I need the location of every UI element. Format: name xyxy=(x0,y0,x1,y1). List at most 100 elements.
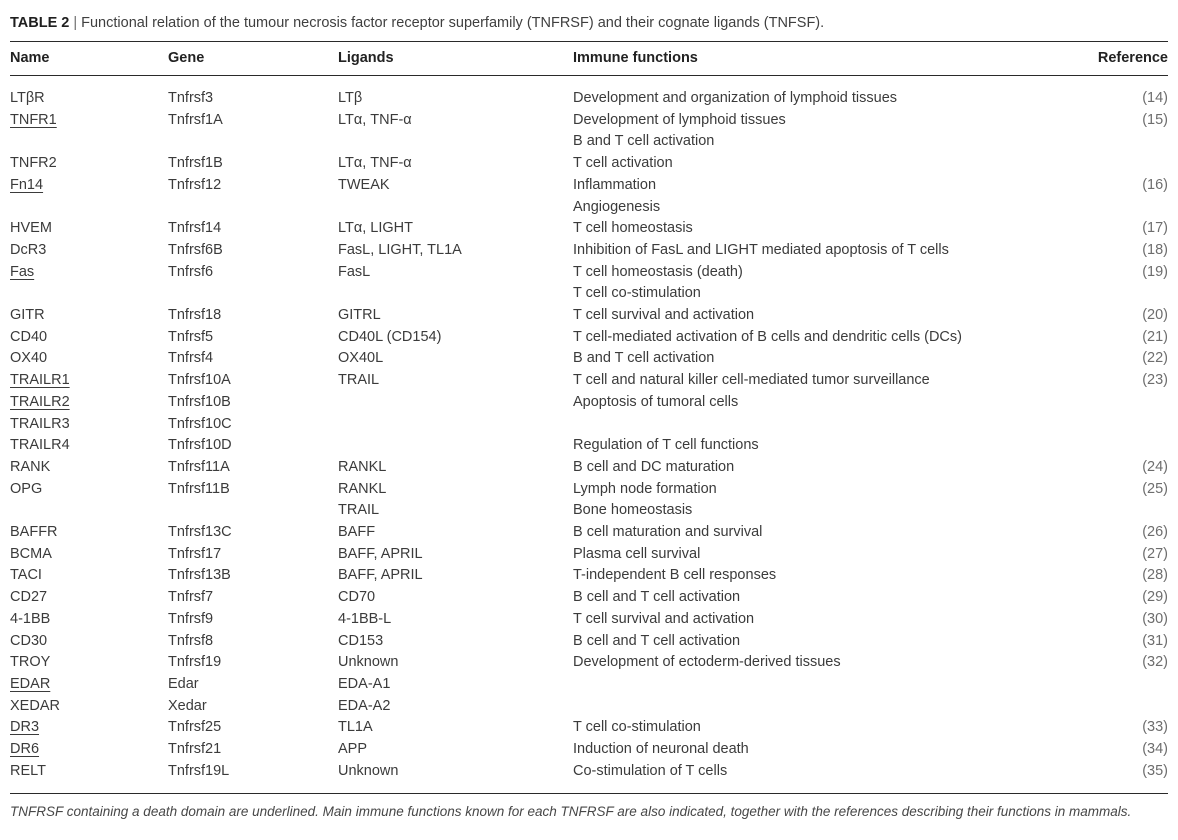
cell-reference: (20) xyxy=(1142,307,1168,324)
cell-reference: (16) xyxy=(1142,176,1168,193)
header-row: Name Gene Ligands Immune functions Refer… xyxy=(10,41,1168,76)
cell-gene: Tnfrsf19L xyxy=(168,762,230,779)
cell-gene: Tnfrsf11A xyxy=(168,458,230,475)
cell-gene: Tnfrsf6B xyxy=(168,241,223,258)
table-row: LTβR Tnfrsf3 LTβ Development and organizati… xyxy=(10,76,1168,110)
cell-name xyxy=(10,197,168,219)
cell-reference xyxy=(1088,414,1168,436)
cell-immune-functions: Inhibition of FasL and LIGHT mediated ap… xyxy=(573,241,949,258)
cell-reference: (21) xyxy=(1142,328,1168,345)
cell-name: HVEM xyxy=(10,220,52,237)
cell-immune-functions: T cell survival and activation xyxy=(573,610,755,627)
cell-ligands: TRAIL xyxy=(338,372,380,389)
cell-ligands: FasL xyxy=(338,263,371,280)
cell-name: TNFR2 xyxy=(10,155,57,172)
cell-ligands: CD153 xyxy=(338,632,384,649)
cell-immune-functions: T cell homeostasis xyxy=(573,220,693,237)
table-bottom-rule xyxy=(10,792,1168,794)
cell-immune-functions xyxy=(573,674,1088,696)
cell-ligands xyxy=(338,131,573,153)
cell-name: GITR xyxy=(10,307,45,324)
table-row: OPG Tnfrsf11B RANKL Lymph node formation (25… xyxy=(10,479,1168,501)
table-row: CD40 Tnfrsf5 CD40L (CD154) T cell-mediated … xyxy=(10,327,1168,349)
cell-ligands: TWEAK xyxy=(338,176,390,193)
table-row: XEDAR Xedar EDA-A2 xyxy=(10,696,1168,718)
cell-name: TRAILR2 xyxy=(10,393,70,410)
cell-ligands: LTα, TNF-α xyxy=(338,155,412,172)
cell-immune-functions: Angiogenesis xyxy=(573,198,661,215)
cell-gene: Tnfrsf21 xyxy=(168,741,222,758)
table-row: T cell co-stimulation xyxy=(10,283,1168,305)
table-row: TRAILR1 Tnfrsf10A TRAIL T cell and natural … xyxy=(10,370,1168,392)
table-row: CD30 Tnfrsf8 CD153 B cell and T cell activa… xyxy=(10,631,1168,653)
cell-reference: (18) xyxy=(1142,241,1168,258)
cell-name: TNFR1 xyxy=(10,111,57,128)
table-row: OX40 Tnfrsf4 OX40L B and T cell activation (… xyxy=(10,348,1168,370)
table-row: GITR Tnfrsf18 GITRL T cell survival and act… xyxy=(10,305,1168,327)
cell-name xyxy=(10,131,168,153)
cell-immune-functions: B cell and T cell activation xyxy=(573,632,741,649)
cell-gene: Tnfrsf10A xyxy=(168,372,231,389)
cell-name: TROY xyxy=(10,654,51,671)
cell-reference: (15) xyxy=(1142,111,1168,128)
cell-reference xyxy=(1088,131,1168,153)
table-caption: TABLE 2 | Functional relation of the tumou… xyxy=(10,0,1168,33)
cell-ligands: Unknown xyxy=(338,654,399,671)
tnfrsf-table: Name Gene Ligands Immune functions Refer… xyxy=(10,41,1168,793)
cell-immune-functions xyxy=(573,414,1088,436)
cell-gene: Xedar xyxy=(168,697,207,714)
cell-immune-functions: Bone homeostasis xyxy=(573,502,693,519)
cell-gene: Tnfrsf10D xyxy=(168,437,232,454)
table-row: TRAILR3 Tnfrsf10C xyxy=(10,414,1168,436)
cell-name: CD30 xyxy=(10,632,48,649)
cell-ligands: APP xyxy=(338,741,368,758)
column-header-gene: Gene xyxy=(168,50,205,66)
table-footnote: TNFRSF containing a death domain are und… xyxy=(10,803,1132,819)
cell-gene: Tnfrsf12 xyxy=(168,176,222,193)
caption-separator: | xyxy=(73,15,78,31)
cell-reference xyxy=(1088,435,1168,457)
cell-ligands: CD40L (CD154) xyxy=(338,328,442,345)
table-row: TROY Tnfrsf19 Unknown Development of ectode… xyxy=(10,652,1168,674)
table-row: TNFR2 Tnfrsf1B LTα, TNF-α T cell activation xyxy=(10,153,1168,175)
cell-immune-functions: Inflammation xyxy=(573,176,657,193)
cell-ligands: LTα, TNF-α xyxy=(338,111,412,128)
table-row: EDAR Edar EDA-A1 xyxy=(10,674,1168,696)
cell-ligands: FasL, LIGHT, TL1A xyxy=(338,241,462,258)
paper-table-figure: TABLE 2 | Functional relation of the tumou… xyxy=(10,0,1168,819)
cell-immune-functions: Plasma cell survival xyxy=(573,545,701,562)
cell-immune-functions: T cell and natural killer cell-mediated … xyxy=(573,372,930,389)
table-row: BCMA Tnfrsf17 BAFF, APRIL Plasma cell survi… xyxy=(10,544,1168,566)
cell-name: CD40 xyxy=(10,328,48,345)
cell-gene: Tnfrsf1B xyxy=(168,155,223,172)
cell-gene: Tnfrsf4 xyxy=(168,350,214,367)
cell-ligands xyxy=(338,197,573,219)
table-body: LTβR Tnfrsf3 LTβ Development and organizati… xyxy=(10,76,1168,793)
cell-gene: Tnfrsf10B xyxy=(168,393,231,410)
cell-name: Fas xyxy=(10,263,35,280)
table-row: HVEM Tnfrsf14 LTα, LIGHT T cell homeostasis… xyxy=(10,218,1168,240)
cell-name xyxy=(10,500,168,522)
cell-ligands: BAFF, APRIL xyxy=(338,545,423,562)
cell-reference: (19) xyxy=(1142,263,1168,280)
cell-immune-functions: B and T cell activation xyxy=(573,133,715,150)
cell-name: XEDAR xyxy=(10,697,60,714)
cell-reference: (17) xyxy=(1142,220,1168,237)
column-header-ligands: Ligands xyxy=(338,50,394,66)
cell-gene xyxy=(168,197,338,219)
table-row: BAFFR Tnfrsf13C BAFF B cell maturation and … xyxy=(10,522,1168,544)
cell-immune-functions: T cell homeostasis (death) xyxy=(573,263,743,280)
cell-ligands: OX40L xyxy=(338,350,384,367)
cell-name: BAFFR xyxy=(10,524,58,541)
cell-immune-functions: T cell survival and activation xyxy=(573,307,755,324)
cell-gene: Edar xyxy=(168,675,199,692)
cell-name: OPG xyxy=(10,480,43,497)
cell-immune-functions: T cell co-stimulation xyxy=(573,719,701,736)
cell-ligands xyxy=(338,283,573,305)
cell-name: TRAILR1 xyxy=(10,372,70,389)
cell-gene: Tnfrsf9 xyxy=(168,610,214,627)
table-row: Fn14 Tnfrsf12 TWEAK Inflammation (16) xyxy=(10,175,1168,197)
cell-gene: Tnfrsf14 xyxy=(168,220,222,237)
cell-reference: (14) xyxy=(1142,90,1168,106)
cell-ligands: EDA-A2 xyxy=(338,697,391,714)
